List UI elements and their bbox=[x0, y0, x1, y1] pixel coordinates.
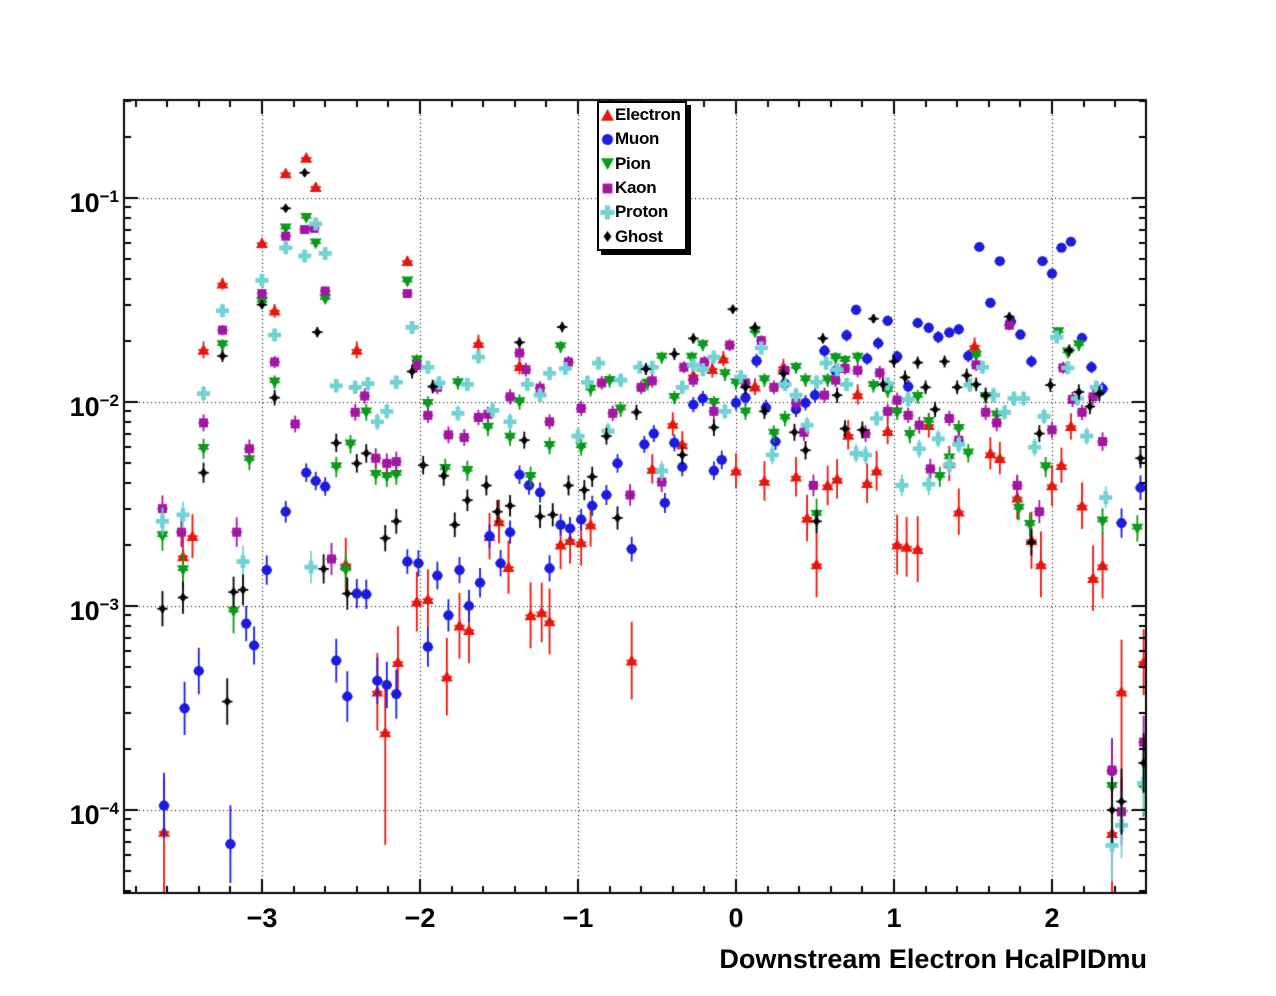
legend-item-electron: Electron bbox=[599, 103, 685, 127]
electron-marker-icon bbox=[600, 107, 615, 123]
y-tick-label-1e-4: 10−4 bbox=[69, 799, 119, 830]
legend-label-proton: Proton bbox=[615, 202, 668, 222]
muon-marker-icon bbox=[600, 131, 615, 147]
proton-marker-icon bbox=[600, 204, 615, 220]
legend-item-kaon: Kaon bbox=[599, 176, 685, 200]
legend-label-pion: Pion bbox=[615, 153, 651, 173]
ghost-marker-icon bbox=[600, 229, 615, 245]
kaon-marker-icon bbox=[600, 180, 615, 196]
y-tick-label-1e-3: 10−3 bbox=[69, 595, 119, 626]
x-tick-label-m1: −1 bbox=[562, 903, 594, 933]
legend-item-pion: Pion bbox=[599, 152, 685, 176]
x-tick-label-m2: −2 bbox=[404, 903, 436, 933]
x-tick-label-2: 2 bbox=[1044, 903, 1060, 933]
x-axis-title: Downstream Electron HcalPIDmu bbox=[719, 944, 1147, 974]
legend-label-muon: Muon bbox=[615, 129, 660, 149]
y-tick-label-1e-1: 10−1 bbox=[69, 187, 119, 218]
x-tick-label-0: 0 bbox=[728, 903, 744, 933]
legend-item-proton: Proton bbox=[599, 200, 685, 224]
legend-label-kaon: Kaon bbox=[615, 178, 657, 198]
legend-item-muon: Muon bbox=[599, 127, 685, 151]
legend: Electron Muon Pion Kaon Proton Ghost bbox=[597, 101, 687, 251]
y-tick-label-1e-2: 10−2 bbox=[69, 391, 119, 422]
legend-label-ghost: Ghost bbox=[615, 226, 663, 246]
x-tick-label-m3: −3 bbox=[246, 903, 278, 933]
x-tick-label-1: 1 bbox=[886, 903, 902, 933]
legend-item-ghost: Ghost bbox=[599, 225, 685, 249]
legend-label-electron: Electron bbox=[615, 105, 681, 125]
pion-marker-icon bbox=[600, 156, 615, 172]
